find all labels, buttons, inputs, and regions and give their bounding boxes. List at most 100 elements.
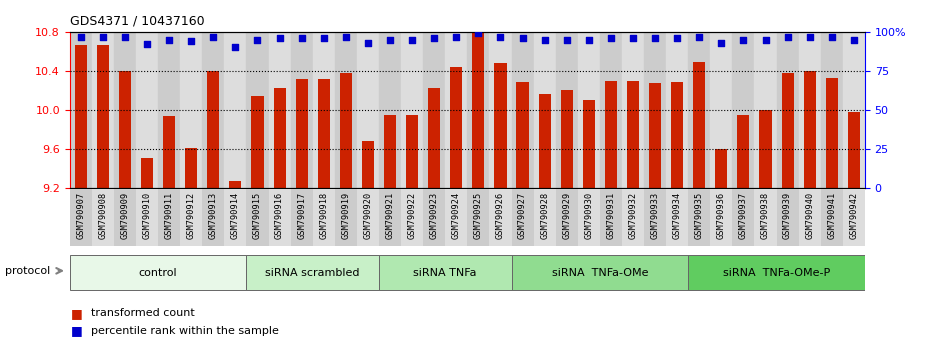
Bar	[604, 80, 617, 188]
Text: GSM790910: GSM790910	[142, 192, 152, 239]
Point	[140, 41, 154, 47]
Text: GSM790920: GSM790920	[364, 192, 372, 239]
Bar	[113, 32, 136, 188]
Point	[162, 37, 177, 42]
Bar	[202, 32, 224, 188]
Bar	[296, 79, 308, 188]
Text: GSM790936: GSM790936	[717, 192, 725, 239]
Text: GSM790916: GSM790916	[275, 192, 284, 239]
Bar	[472, 32, 485, 188]
Point	[184, 38, 199, 44]
Text: GSM790926: GSM790926	[496, 192, 505, 239]
Point	[96, 34, 111, 39]
Bar	[74, 45, 86, 188]
Bar	[312, 189, 335, 246]
Text: GSM790915: GSM790915	[253, 192, 262, 239]
Bar	[737, 115, 750, 188]
Text: GSM790923: GSM790923	[430, 192, 439, 239]
Bar	[70, 189, 92, 246]
Point	[604, 35, 618, 41]
FancyBboxPatch shape	[512, 255, 688, 290]
Bar	[622, 32, 644, 188]
Bar	[561, 90, 573, 188]
Point	[471, 30, 485, 36]
Point	[250, 37, 265, 42]
Text: GSM790918: GSM790918	[319, 192, 328, 239]
Bar	[224, 32, 246, 188]
Text: GSM790939: GSM790939	[783, 192, 792, 239]
Text: GSM790927: GSM790927	[518, 192, 527, 239]
Bar	[467, 189, 489, 246]
Bar	[799, 32, 820, 188]
Bar	[671, 82, 684, 188]
Bar	[207, 71, 219, 188]
Bar	[185, 148, 197, 188]
Point	[382, 37, 397, 42]
Bar	[119, 71, 131, 188]
Point	[780, 34, 795, 39]
Text: GSM790940: GSM790940	[805, 192, 814, 239]
Bar	[843, 189, 865, 246]
Text: GSM790928: GSM790928	[540, 192, 549, 239]
Point	[449, 34, 464, 39]
FancyBboxPatch shape	[379, 255, 512, 290]
FancyBboxPatch shape	[688, 255, 865, 290]
Text: GSM790917: GSM790917	[298, 192, 306, 239]
Bar	[644, 32, 666, 188]
Text: siRNA TNFa: siRNA TNFa	[414, 268, 477, 278]
Text: GSM790913: GSM790913	[209, 192, 218, 239]
Bar	[512, 32, 534, 188]
Point	[73, 34, 88, 39]
Text: GSM790932: GSM790932	[629, 192, 637, 239]
Bar	[781, 73, 793, 188]
Point	[493, 34, 508, 39]
Bar	[777, 189, 799, 246]
Bar	[230, 181, 242, 188]
Text: GSM790907: GSM790907	[76, 192, 86, 239]
Bar	[777, 32, 799, 188]
Bar	[754, 189, 777, 246]
Bar	[666, 189, 688, 246]
Bar	[92, 32, 113, 188]
Text: GSM790929: GSM790929	[563, 192, 571, 239]
Bar	[401, 32, 423, 188]
Bar	[251, 96, 263, 188]
Bar	[555, 189, 578, 246]
Text: GSM790937: GSM790937	[739, 192, 748, 239]
Bar	[335, 189, 357, 246]
Point	[538, 37, 552, 42]
Bar	[489, 32, 512, 188]
Point	[626, 35, 641, 41]
Text: ■: ■	[71, 325, 83, 337]
Bar	[534, 32, 555, 188]
Bar	[600, 32, 622, 188]
Point	[714, 40, 729, 46]
Text: GSM790931: GSM790931	[606, 192, 616, 239]
Point	[427, 35, 442, 41]
Bar	[693, 62, 705, 188]
Point	[559, 37, 574, 42]
Bar	[423, 32, 445, 188]
Point	[361, 40, 376, 46]
Point	[824, 34, 839, 39]
Bar	[384, 115, 396, 188]
Point	[692, 34, 707, 39]
Bar	[804, 71, 816, 188]
Text: GSM790942: GSM790942	[849, 192, 858, 239]
Text: GSM790919: GSM790919	[341, 192, 351, 239]
Bar	[141, 158, 153, 188]
Bar	[379, 32, 401, 188]
Bar	[97, 45, 109, 188]
Text: GSM790921: GSM790921	[386, 192, 394, 239]
Bar	[688, 189, 711, 246]
Bar	[489, 189, 512, 246]
Bar	[826, 78, 838, 188]
Bar	[273, 88, 286, 188]
Text: GSM790911: GSM790911	[165, 192, 174, 239]
Text: transformed count: transformed count	[91, 308, 195, 318]
Text: GSM790930: GSM790930	[584, 192, 593, 239]
Text: GDS4371 / 10437160: GDS4371 / 10437160	[70, 14, 205, 27]
Bar	[555, 32, 578, 188]
Bar	[843, 32, 865, 188]
Bar	[357, 32, 379, 188]
